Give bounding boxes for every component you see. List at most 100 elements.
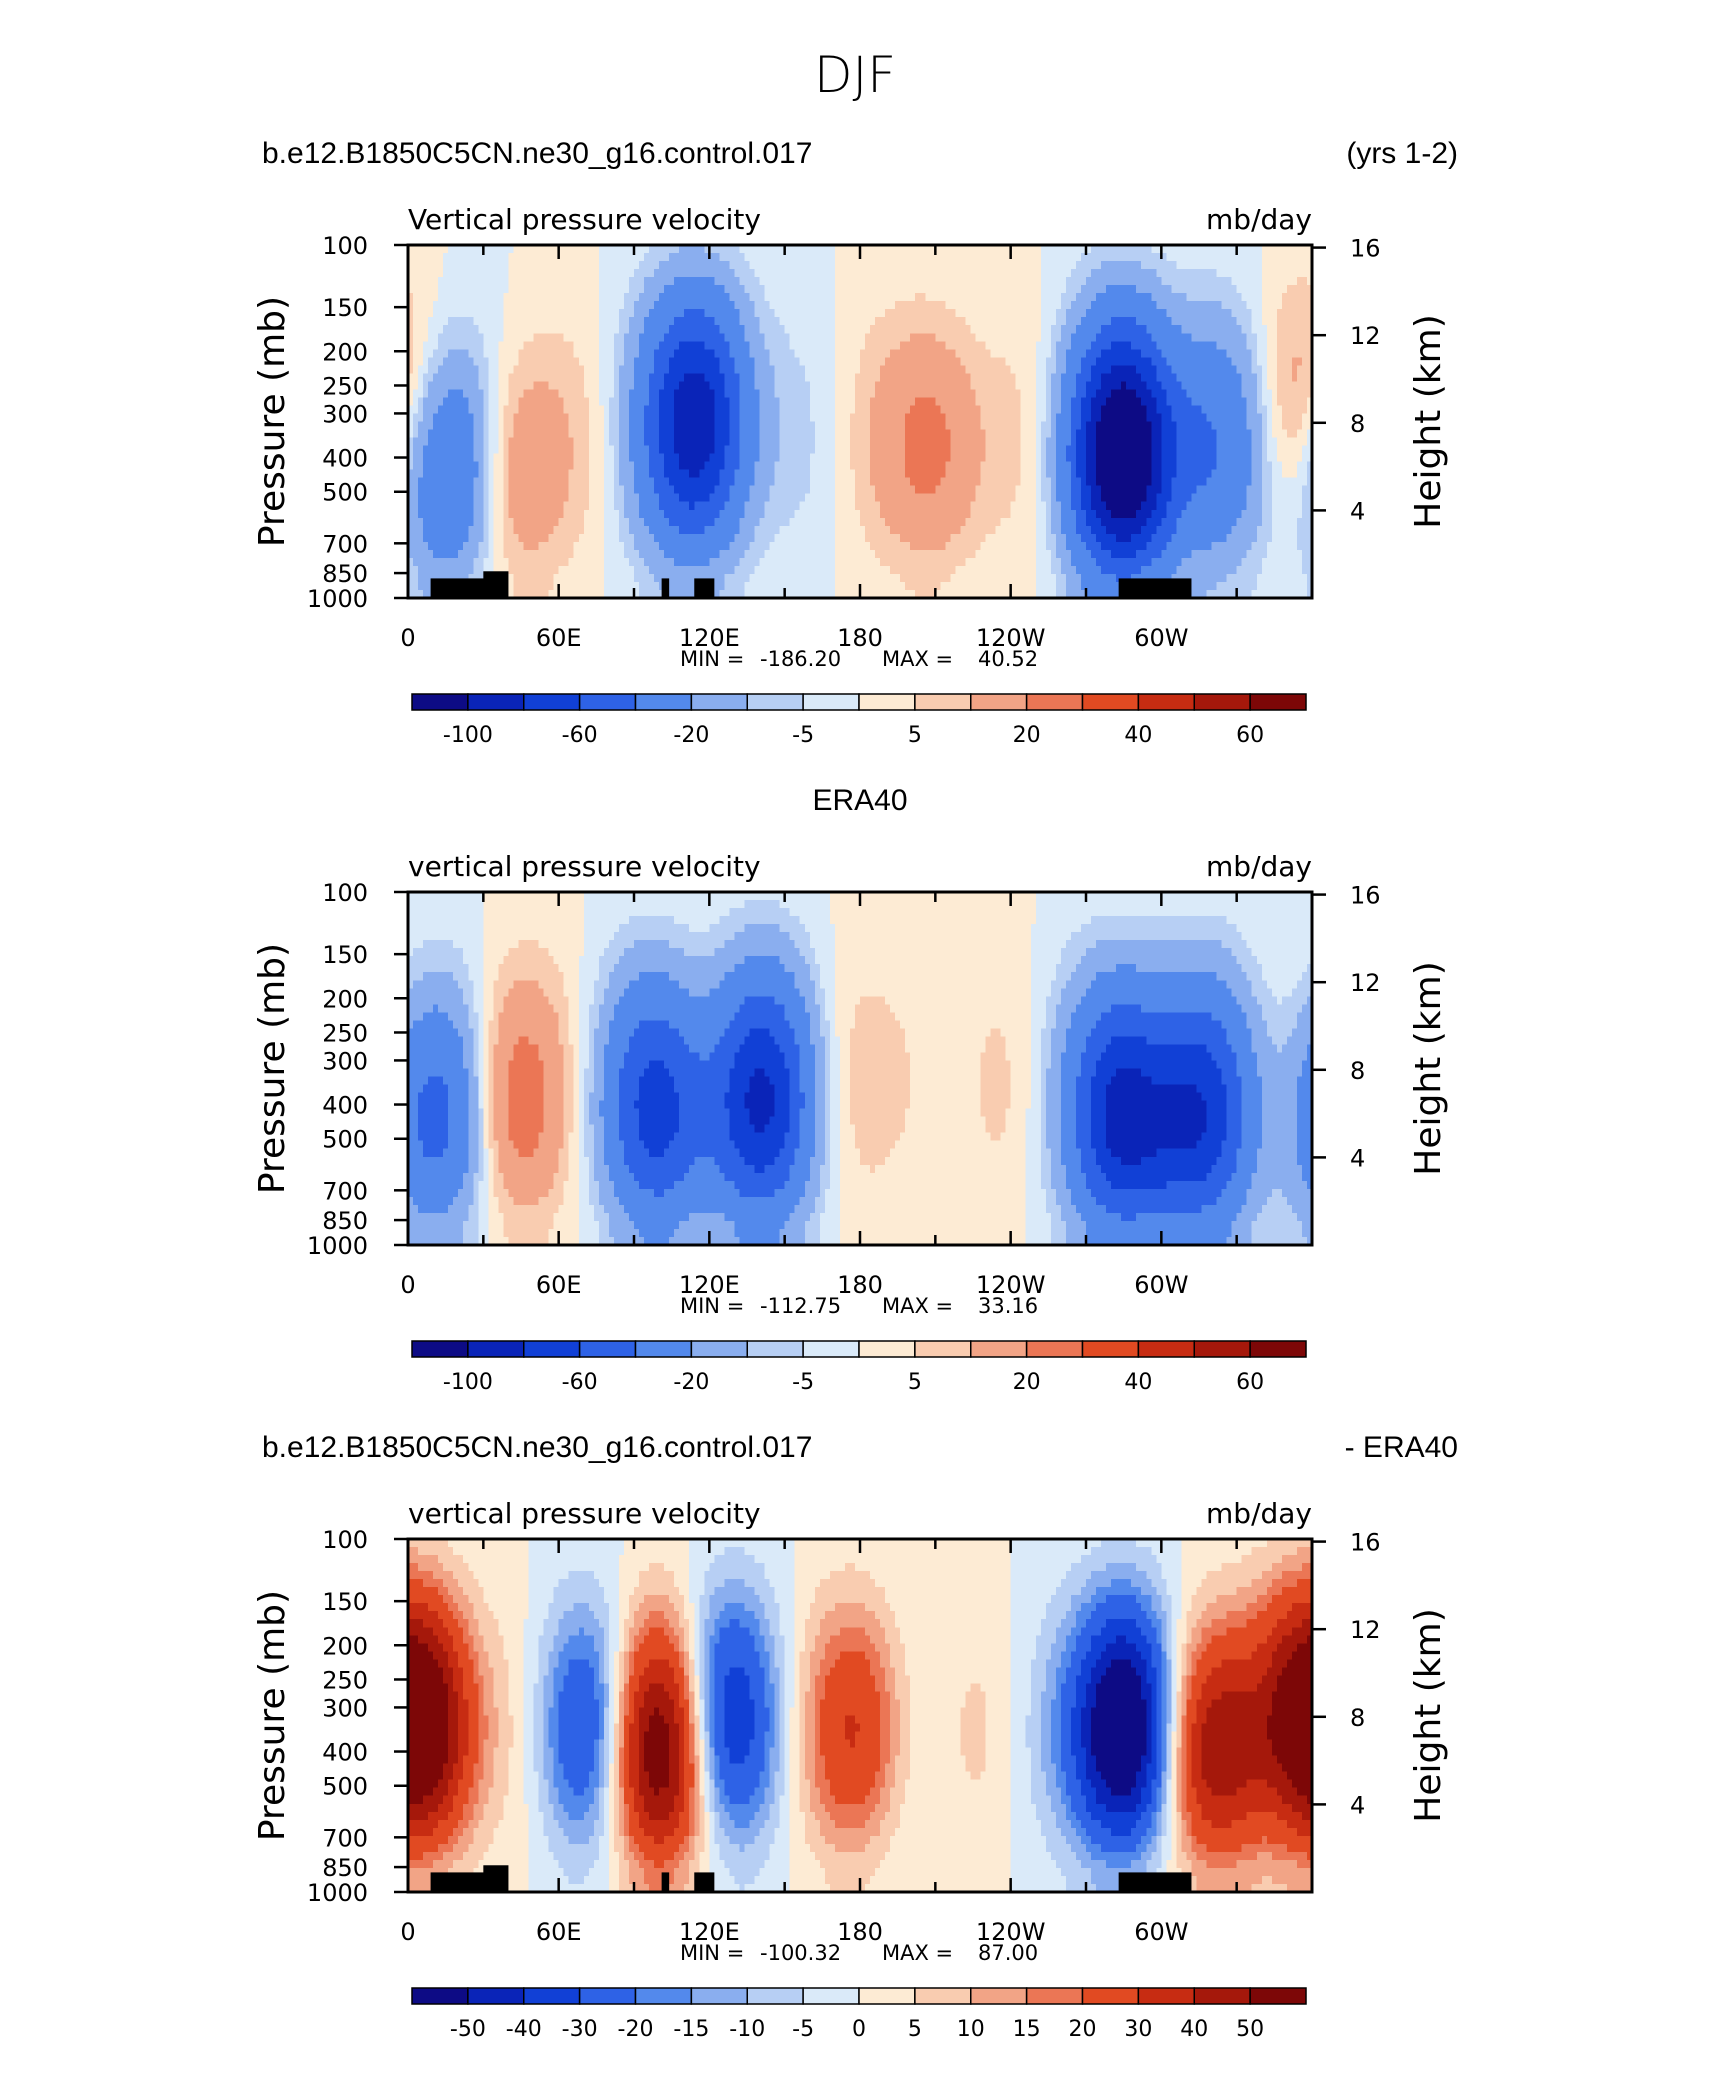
heatmap-cell <box>815 301 821 310</box>
heatmap-cell <box>1021 454 1027 463</box>
heatmap-cell <box>805 454 811 463</box>
heatmap-cell <box>850 325 856 334</box>
heatmap-cell <box>443 301 449 310</box>
heatmap-cell <box>945 422 951 431</box>
heatmap-cell <box>724 309 730 318</box>
heatmap-cell <box>1252 381 1258 390</box>
heatmap-cell <box>1212 309 1218 318</box>
heatmap-cell <box>1171 253 1177 262</box>
heatmap-cell <box>1071 454 1077 463</box>
heatmap-cell <box>1136 341 1142 350</box>
heatmap-cell <box>458 277 464 286</box>
heatmap-cell <box>508 333 514 342</box>
heatmap-cell <box>1257 381 1263 390</box>
heatmap-cell <box>729 357 735 366</box>
heatmap-cell <box>468 277 474 286</box>
heatmap-cell <box>518 309 524 318</box>
heatmap-cell <box>468 397 474 406</box>
heatmap-cell <box>694 438 700 447</box>
heatmap-cell <box>1016 317 1022 326</box>
heatmap-cell <box>654 430 660 439</box>
heatmap-cell <box>709 430 715 439</box>
heatmap-cell <box>1287 317 1293 326</box>
heatmap-cell <box>800 373 806 382</box>
heatmap-cell <box>1111 446 1117 455</box>
heatmap-cell <box>714 293 720 302</box>
heatmap-cell <box>609 261 615 270</box>
heatmap-cell <box>1026 277 1032 286</box>
heatmap-cell <box>699 341 705 350</box>
heatmap-cell <box>659 373 665 382</box>
heatmap-cell <box>1116 365 1122 374</box>
heatmap-cell <box>1096 381 1102 390</box>
heatmap-cell <box>1101 438 1107 447</box>
heatmap-cell <box>1106 293 1112 302</box>
heatmap-cell <box>729 389 735 398</box>
heatmap-cell <box>1267 341 1273 350</box>
heatmap-cell <box>659 325 665 334</box>
heatmap-cell <box>644 422 650 431</box>
heatmap-cell <box>915 373 921 382</box>
heatmap-cell <box>503 309 509 318</box>
heatmap-cell <box>1116 438 1122 447</box>
heatmap-cell <box>810 430 816 439</box>
heatmap-cell <box>930 389 936 398</box>
heatmap-cell <box>920 373 926 382</box>
heatmap-cell <box>1016 269 1022 278</box>
heatmap-cell <box>699 397 705 406</box>
heatmap-cell <box>569 277 575 286</box>
heatmap-cell <box>729 301 735 310</box>
heatmap-cell <box>925 405 931 414</box>
heatmap-cell <box>1202 293 1208 302</box>
heatmap-cell <box>1036 269 1042 278</box>
heatmap-cell <box>1086 422 1092 431</box>
heatmap-cell <box>634 430 640 439</box>
heatmap-cell <box>850 277 856 286</box>
heatmap-cell <box>900 301 906 310</box>
heatmap-cell <box>744 454 750 463</box>
heatmap-cell <box>453 413 459 422</box>
heatmap-cell <box>1202 365 1208 374</box>
heatmap-cell <box>1151 405 1157 414</box>
heatmap-cell <box>599 365 605 374</box>
heatmap-cell <box>684 430 690 439</box>
heatmap-cell <box>1101 293 1107 302</box>
heatmap-cell <box>639 285 645 294</box>
heatmap-cell <box>1237 301 1243 310</box>
heatmap-cell <box>669 430 675 439</box>
heatmap-cell <box>1212 341 1218 350</box>
heatmap-cell <box>453 309 459 318</box>
heatmap-cell <box>1171 349 1177 358</box>
heatmap-cell <box>634 333 640 342</box>
heatmap-cell <box>634 293 640 302</box>
heatmap-cell <box>930 454 936 463</box>
heatmap-cell <box>473 261 479 270</box>
heatmap-cell <box>669 325 675 334</box>
heatmap-cell <box>1076 365 1082 374</box>
heatmap-cell <box>1232 397 1238 406</box>
heatmap-cell <box>805 446 811 455</box>
heatmap-cell <box>1232 405 1238 414</box>
heatmap-cell <box>1021 397 1027 406</box>
heatmap-cell <box>765 365 771 374</box>
heatmap-cell <box>986 389 992 398</box>
heatmap-cell <box>1101 349 1107 358</box>
heatmap-cell <box>493 325 499 334</box>
heatmap-cell <box>529 446 535 455</box>
heatmap-cell <box>574 293 580 302</box>
heatmap-cell <box>835 309 841 318</box>
heatmap-cell <box>478 438 484 447</box>
heatmap-cell <box>549 397 555 406</box>
heatmap-cell <box>930 413 936 422</box>
heatmap-cell <box>885 277 891 286</box>
heatmap-cell <box>1101 317 1107 326</box>
heatmap-cell <box>935 277 941 286</box>
heatmap-cell <box>1166 389 1172 398</box>
heatmap-cell <box>750 430 756 439</box>
heatmap-cell <box>965 325 971 334</box>
heatmap-cell <box>1081 373 1087 382</box>
heatmap-cell <box>770 389 776 398</box>
heatmap-cell <box>1196 253 1202 262</box>
heatmap-cell <box>1031 397 1037 406</box>
heatmap-cell <box>744 357 750 366</box>
